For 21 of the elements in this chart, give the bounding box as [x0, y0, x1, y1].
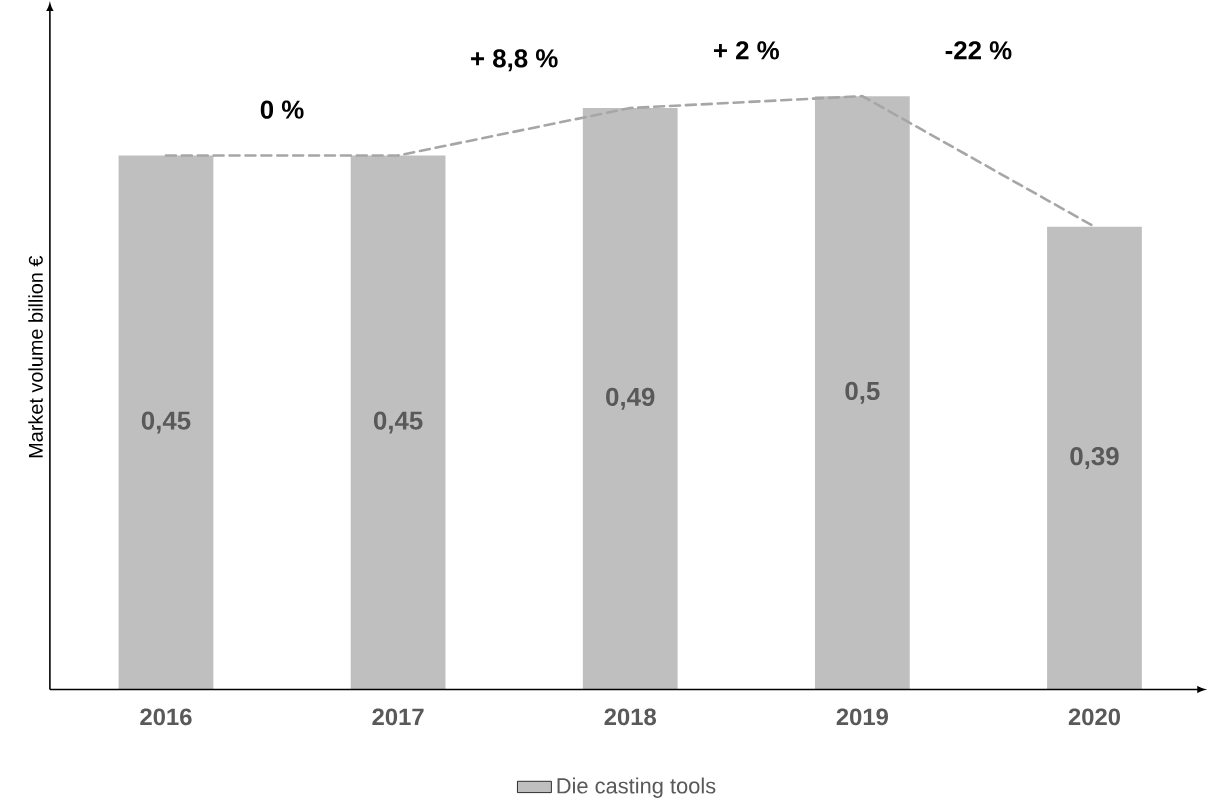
- text: + 8,8 %: [471, 49, 558, 72]
- bar: [814, 96, 910, 690]
- data-label: 0,45: [141, 411, 191, 434]
- text: -22 %: [945, 41, 1012, 60]
- annotation: 0 %: [260, 100, 304, 119]
- y-axis-title: Market volume billion €: [28, 255, 43, 458]
- data-label: 0,49: [606, 387, 655, 410]
- x-tick-label: 2020: [1068, 708, 1121, 726]
- data-label: 0,39: [1070, 446, 1119, 469]
- x-tick-label: 2019: [836, 708, 888, 726]
- text: + 2 %: [713, 41, 779, 60]
- data-label: 0,5: [845, 381, 880, 404]
- bar: [118, 155, 214, 690]
- x-tick-label: 2016: [140, 708, 192, 726]
- x-tick-label: 2017: [372, 708, 424, 726]
- bar: [350, 155, 446, 690]
- x-tick-label: 2018: [604, 708, 657, 726]
- legend-label: Die casting tools: [557, 777, 716, 798]
- bar: [1047, 226, 1142, 690]
- bar: [582, 107, 678, 690]
- data-label: 0,45: [373, 411, 423, 434]
